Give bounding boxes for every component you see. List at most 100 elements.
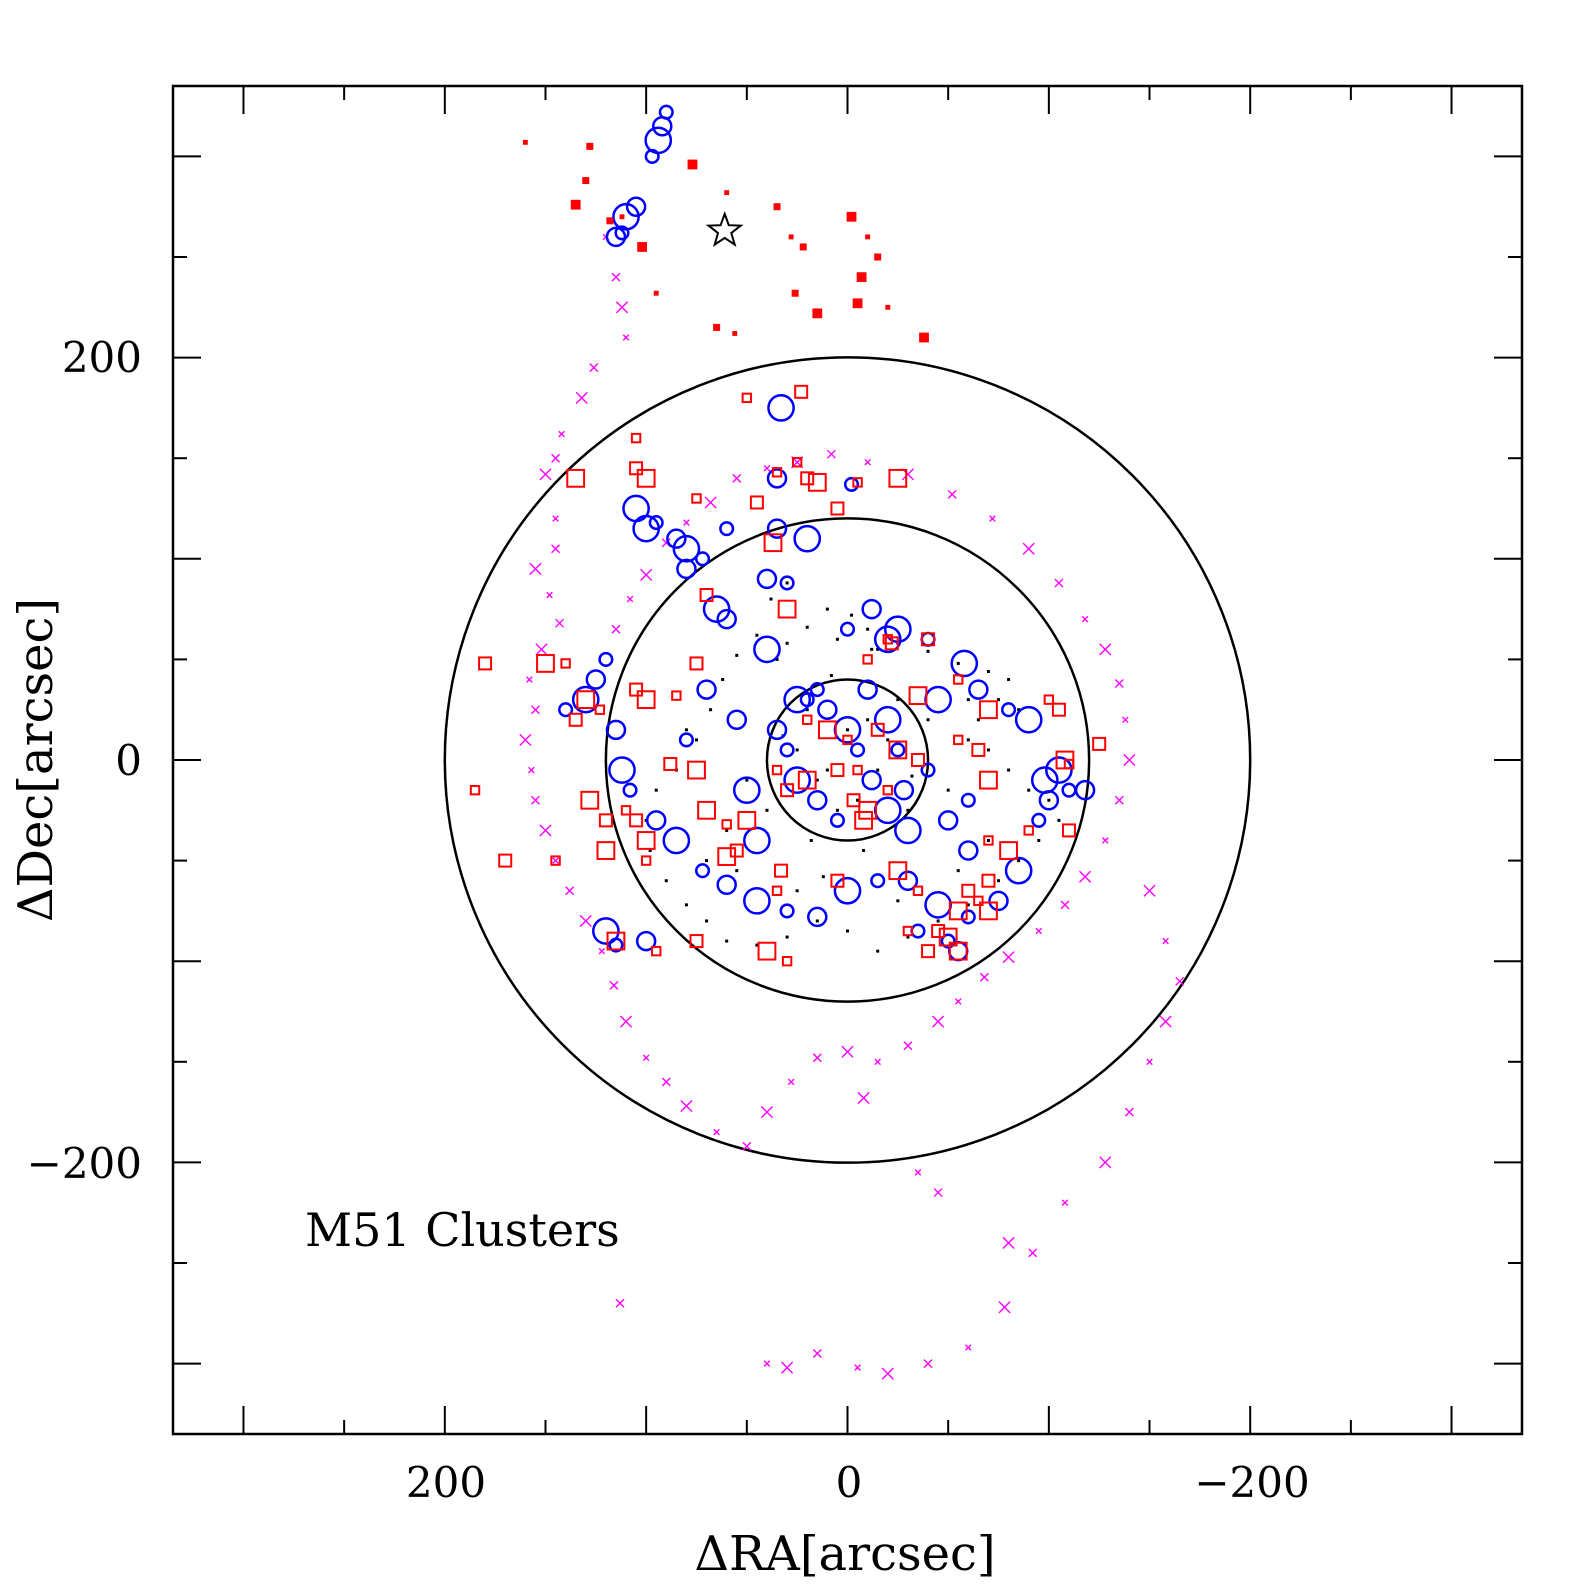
cross-stroke bbox=[732, 473, 742, 483]
cross-stroke bbox=[529, 562, 542, 575]
data-point-dot bbox=[906, 935, 910, 939]
cross-stroke bbox=[704, 496, 717, 509]
data-point-square bbox=[842, 734, 853, 746]
data-point-square bbox=[854, 810, 874, 830]
cross-stroke bbox=[826, 449, 836, 459]
data-point-dot bbox=[785, 935, 789, 939]
data-point-dot bbox=[910, 774, 914, 778]
cross-stroke bbox=[661, 1077, 671, 1087]
cross-stroke bbox=[609, 980, 619, 990]
data-point-cross bbox=[914, 1169, 922, 1176]
data-point-circle bbox=[1045, 756, 1073, 784]
cross-stroke bbox=[589, 363, 599, 373]
data-point-filled-square bbox=[856, 272, 867, 283]
data-point-cross bbox=[1022, 542, 1035, 555]
cross-stroke bbox=[1162, 937, 1169, 945]
cross-stroke bbox=[857, 1091, 870, 1105]
cross-stroke bbox=[598, 947, 606, 955]
data-point-cross bbox=[626, 595, 634, 603]
data-point-cross bbox=[979, 972, 989, 982]
x-tick-label: 200 bbox=[406, 1458, 486, 1507]
data-point-circle bbox=[833, 876, 862, 905]
cross-stroke bbox=[713, 1128, 720, 1136]
data-point-filled-square bbox=[799, 243, 807, 251]
data-point-square bbox=[1051, 702, 1066, 717]
data-point-cross bbox=[640, 568, 653, 581]
data-point-filled-square bbox=[582, 177, 590, 185]
cross-stroke bbox=[640, 568, 653, 581]
data-point-cross bbox=[826, 449, 836, 459]
data-point-square bbox=[629, 461, 644, 476]
cross-stroke bbox=[874, 1058, 881, 1066]
data-point-square bbox=[979, 770, 998, 790]
data-point-dot bbox=[1017, 708, 1021, 712]
data-point-cross bbox=[683, 519, 690, 526]
data-point-dot bbox=[705, 919, 709, 923]
data-point-square bbox=[794, 384, 809, 399]
data-point-square bbox=[921, 944, 936, 959]
data-point-circle bbox=[608, 937, 624, 953]
data-point-cross bbox=[680, 1099, 693, 1113]
data-point-dot bbox=[876, 768, 880, 772]
data-point-circle bbox=[807, 789, 828, 811]
data-point-cross bbox=[575, 391, 588, 404]
cross-stroke bbox=[1054, 578, 1064, 588]
cross-stroke bbox=[642, 1054, 650, 1062]
data-point-cross bbox=[1081, 615, 1089, 623]
data-point-cross bbox=[551, 544, 561, 554]
data-point-square bbox=[882, 784, 893, 796]
data-point-cross bbox=[1099, 643, 1112, 656]
data-point-cross bbox=[812, 1053, 822, 1063]
ticks bbox=[173, 86, 1522, 1434]
cross-stroke bbox=[530, 795, 540, 805]
cross-stroke bbox=[1061, 1199, 1069, 1206]
data-point-dot bbox=[966, 903, 970, 907]
cross-stroke bbox=[528, 766, 535, 774]
data-point-cross bbox=[622, 334, 630, 341]
data-point-dot bbox=[1007, 678, 1011, 682]
data-point-circle bbox=[897, 870, 919, 891]
cross-stroke bbox=[947, 489, 957, 499]
data-point-cross bbox=[1114, 679, 1124, 689]
data-point-cross bbox=[713, 1128, 720, 1136]
data-point-square bbox=[566, 468, 586, 488]
data-point-dot bbox=[976, 718, 980, 722]
data-point-square bbox=[979, 901, 998, 921]
data-point-cross bbox=[526, 676, 533, 683]
data-point-square bbox=[817, 720, 837, 740]
data-point-cross bbox=[903, 1041, 913, 1051]
data-point-circle bbox=[1030, 766, 1059, 794]
data-point-square bbox=[800, 471, 815, 486]
data-point-square bbox=[961, 883, 976, 898]
data-point-cross bbox=[1002, 951, 1015, 964]
data-point-circle bbox=[958, 840, 979, 861]
data-point-cross bbox=[1078, 870, 1092, 883]
data-point-circle bbox=[766, 518, 788, 539]
data-point-square bbox=[576, 690, 596, 710]
cross-stroke bbox=[998, 1301, 1011, 1314]
data-point-square bbox=[763, 533, 783, 553]
data-point-cross bbox=[1114, 795, 1124, 805]
data-point-cross bbox=[1054, 578, 1064, 588]
data-point-filled-square bbox=[852, 298, 863, 309]
data-point-cross bbox=[1028, 1248, 1038, 1258]
cross-stroke bbox=[781, 1361, 794, 1374]
data-point-circle bbox=[937, 810, 959, 831]
data-point-circle bbox=[716, 608, 737, 630]
data-point-circle bbox=[1014, 705, 1043, 734]
data-point-circle bbox=[910, 923, 926, 939]
data-point-cross bbox=[1002, 1236, 1015, 1249]
cross-stroke bbox=[565, 886, 575, 896]
data-point-circle bbox=[571, 685, 600, 714]
cross-stroke bbox=[763, 1360, 771, 1367]
data-point-circle bbox=[644, 148, 660, 164]
data-point-circle bbox=[766, 468, 788, 489]
data-point-square bbox=[630, 432, 642, 444]
data-point-dot bbox=[966, 738, 970, 742]
cross-stroke bbox=[1143, 884, 1156, 897]
data-point-square bbox=[870, 722, 885, 737]
cross-stroke bbox=[901, 468, 914, 481]
data-point-filled-square bbox=[713, 323, 721, 331]
data-point-circle bbox=[968, 679, 989, 700]
data-point-dot bbox=[745, 778, 749, 782]
